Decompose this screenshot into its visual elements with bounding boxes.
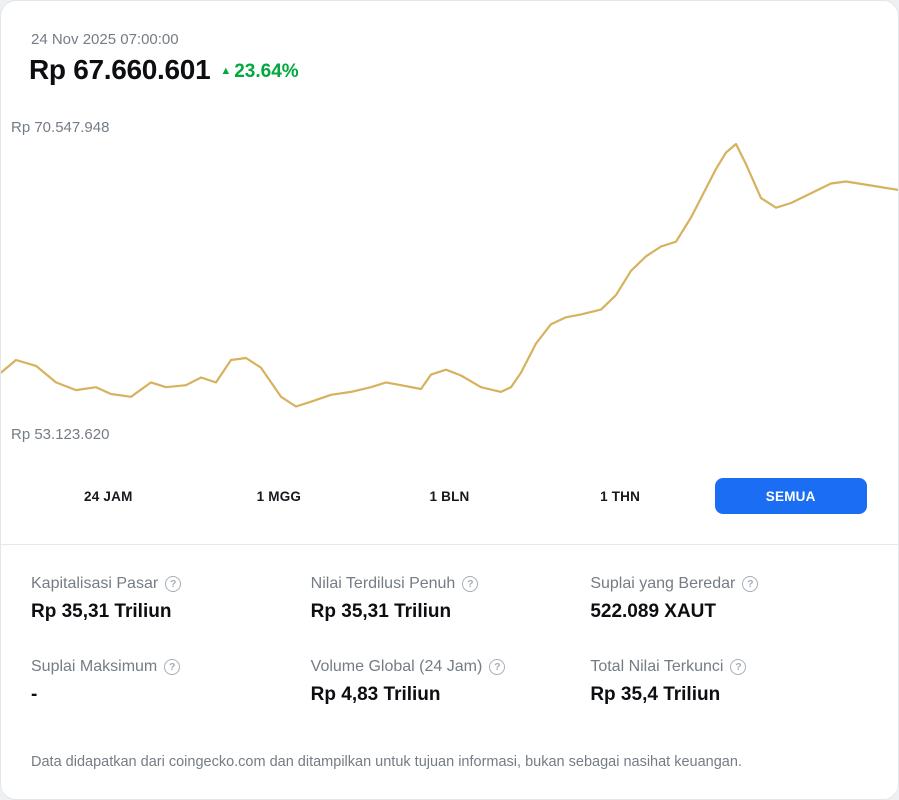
chart-high-label: Rp 70.547.948 <box>11 119 110 136</box>
price-timestamp: 24 Nov 2025 07:00:00 <box>31 31 179 48</box>
stats-grid: Kapitalisasi Pasar ? Rp 35,31 Triliun Ni… <box>1 544 898 706</box>
price-header: Rp 67.660.601 ▲ 23.64% <box>29 54 299 86</box>
price-change-percent: 23.64% <box>234 60 299 82</box>
stat-label: Nilai Terdilusi Penuh <box>310 575 456 592</box>
price-chart[interactable]: Rp 70.547.948 Rp 53.123.620 <box>1 119 898 449</box>
info-icon[interactable]: ? <box>730 659 747 675</box>
range-button-24jam[interactable]: 24 JAM <box>32 478 184 514</box>
range-button-1bln[interactable]: 1 BLN <box>373 478 525 514</box>
stat-value: - <box>31 684 38 705</box>
range-slot: 24 JAM <box>23 478 194 514</box>
range-slot: SEMUA <box>705 478 876 514</box>
stat-market-cap: Kapitalisasi Pasar ? Rp 35,31 Triliun <box>31 575 311 623</box>
up-arrow-icon: ▲ <box>220 65 232 77</box>
range-slot: 1 BLN <box>364 478 535 514</box>
info-icon[interactable]: ? <box>489 659 506 675</box>
stat-fully-diluted-valuation: Nilai Terdilusi Penuh ? Rp 35,31 Triliun <box>311 575 591 623</box>
price-line-chart <box>1 142 898 408</box>
info-icon[interactable]: ? <box>462 576 479 592</box>
stat-label: Suplai Maksimum <box>31 658 158 675</box>
chart-low-label: Rp 53.123.620 <box>11 426 110 443</box>
range-button-1thn[interactable]: 1 THN <box>544 478 696 514</box>
range-button-1mgg[interactable]: 1 MGG <box>203 478 355 514</box>
stat-total-value-locked: Total Nilai Terkunci ? Rp 35,4 Triliun <box>590 658 870 706</box>
stat-value: Rp 4,83 Triliun <box>310 684 441 705</box>
stat-global-volume: Volume Global (24 Jam) ? Rp 4,83 Triliun <box>311 658 591 706</box>
price-change-badge: ▲ 23.64% <box>220 61 298 83</box>
stat-value: Rp 35,4 Triliun <box>590 684 721 705</box>
range-button-semua[interactable]: SEMUA <box>714 478 867 514</box>
info-icon[interactable]: ? <box>164 659 181 675</box>
stat-label: Total Nilai Terkunci <box>590 658 724 675</box>
range-slot: 1 THN <box>535 478 706 514</box>
price-line <box>1 142 898 408</box>
disclaimer-text: Data didapatkan dari coingecko.com dan d… <box>31 754 742 770</box>
range-slot: 1 MGG <box>194 478 365 514</box>
stat-circulating-supply: Suplai yang Beredar ? 522.089 XAUT <box>590 575 870 623</box>
stat-value: 522.089 XAUT <box>590 601 717 622</box>
info-icon[interactable]: ? <box>742 576 759 592</box>
time-range-selector: 24 JAM 1 MGG 1 BLN 1 THN SEMUA <box>23 478 876 514</box>
stat-max-supply: Suplai Maksimum ? - <box>31 658 311 706</box>
current-price: Rp 67.660.601 <box>29 54 211 85</box>
stat-label: Kapitalisasi Pasar <box>31 575 159 592</box>
info-icon[interactable]: ? <box>165 576 182 592</box>
stat-label: Suplai yang Beredar <box>590 575 736 592</box>
stat-value: Rp 35,31 Triliun <box>310 601 452 622</box>
stat-value: Rp 35,31 Triliun <box>31 601 172 622</box>
stat-label: Volume Global (24 Jam) <box>310 658 483 675</box>
